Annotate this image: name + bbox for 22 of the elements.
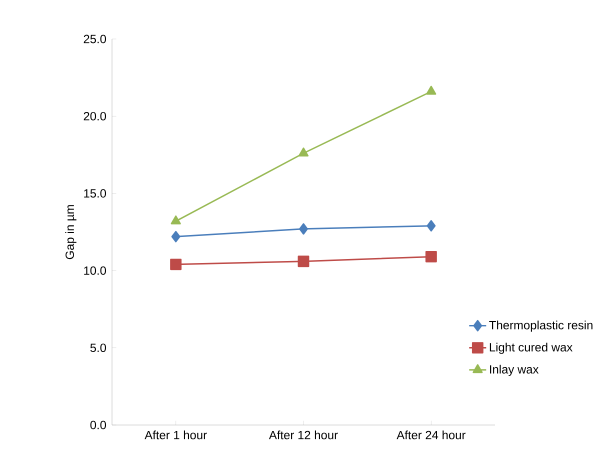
x-tick-label: After 1 hour xyxy=(144,430,207,440)
y-tick-label: 0.0 xyxy=(90,420,106,430)
point xyxy=(170,258,182,270)
y-tick-label: 25.0 xyxy=(84,34,106,44)
x-tick-label: After 12 hour xyxy=(268,430,338,440)
point xyxy=(426,86,436,95)
y-tick-label: 20.0 xyxy=(84,112,106,120)
y-tick-label: 10.0 xyxy=(84,266,106,275)
legend-label: Thermoplastic resin xyxy=(489,320,592,332)
point xyxy=(171,230,180,242)
point xyxy=(299,223,308,235)
y-axis-title: Gap in µm xyxy=(65,205,76,260)
x-tick-label: After 24 hour xyxy=(396,430,466,440)
legend-label: Light cured wax xyxy=(490,342,572,354)
legend-label: Inlay wax xyxy=(490,364,539,376)
y-tick-label: 15.0 xyxy=(84,189,106,198)
point xyxy=(426,220,436,232)
point xyxy=(425,250,437,262)
y-tick-label: 5.0 xyxy=(90,344,106,352)
point xyxy=(298,148,309,156)
point xyxy=(170,215,181,224)
point xyxy=(298,256,310,268)
